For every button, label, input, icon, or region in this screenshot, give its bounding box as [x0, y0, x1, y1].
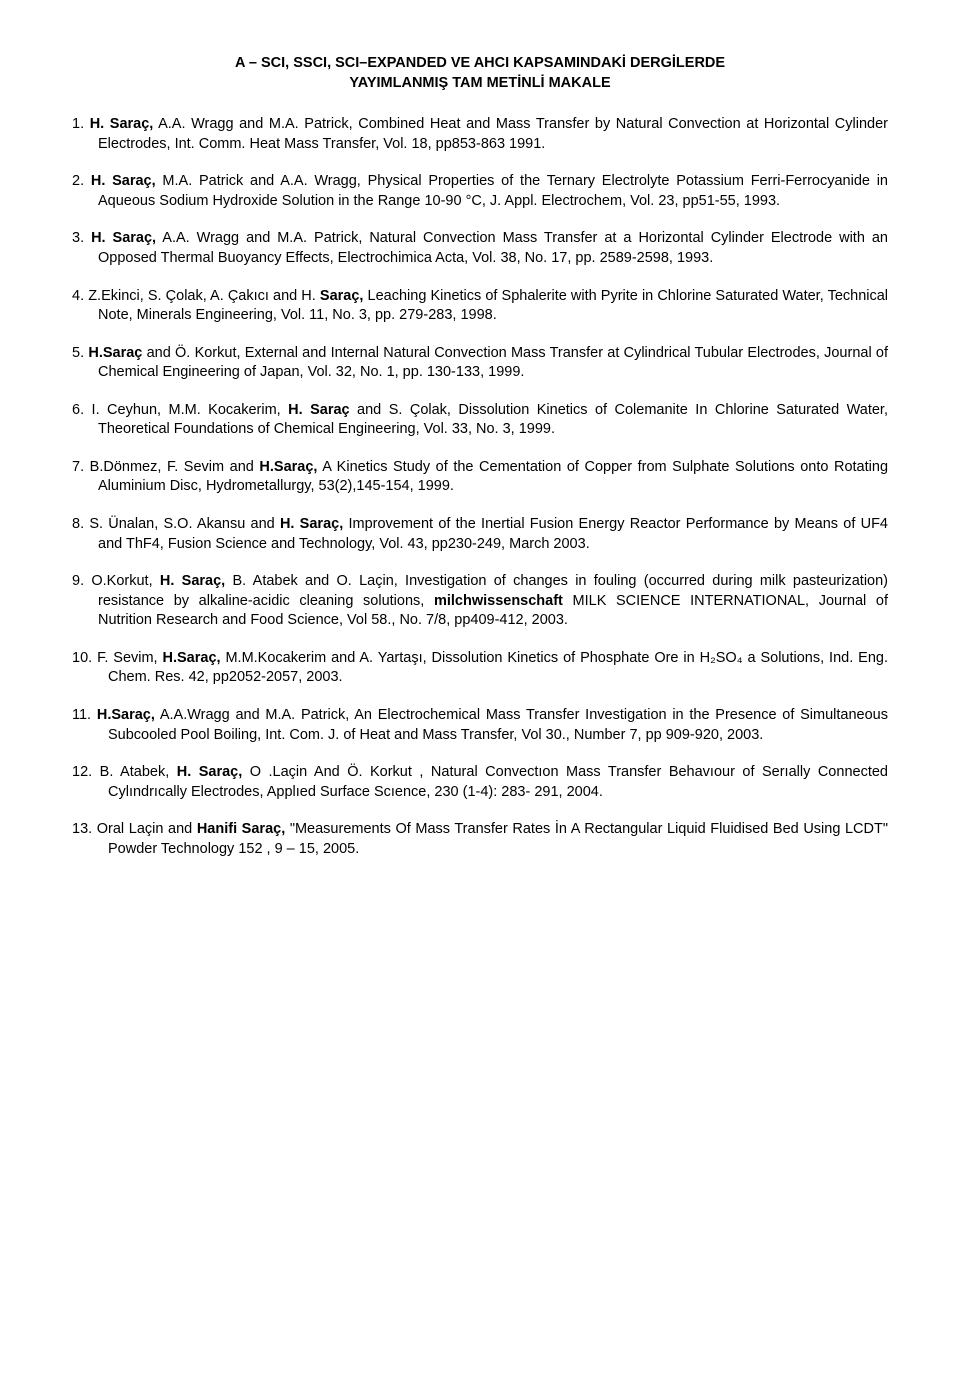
- ref-number: 5.: [72, 345, 88, 361]
- ref-number: 11.: [72, 707, 97, 723]
- ref-author-bold: H. Saraç,: [91, 230, 156, 246]
- ref-number: 2.: [72, 173, 91, 189]
- reference-item: 7. B.Dönmez, F. Sevim and H.Saraç, A Kin…: [72, 458, 888, 497]
- ref-number: 7.: [72, 459, 90, 475]
- reference-item: 4. Z.Ekinci, S. Çolak, A. Çakıcı and H. …: [72, 287, 888, 326]
- ref-text: A.A.Wragg and M.A. Patrick, An Electroch…: [108, 707, 888, 743]
- ref-author-bold: H. Saraç,: [177, 764, 243, 780]
- ref-author-bold: H.Saraç,: [259, 459, 317, 475]
- ref-author-bold: H.Saraç,: [163, 650, 221, 666]
- ref-text: I. Ceyhun, M.M. Kocakerim,: [92, 402, 289, 418]
- reference-item: 3. H. Saraç, A.A. Wragg and M.A. Patrick…: [72, 229, 888, 268]
- ref-text: M.M.Kocakerim and A. Yartaşı, Dissolutio…: [108, 650, 888, 686]
- ref-author-bold: H. Saraç: [288, 402, 349, 418]
- title-line-1: A – SCI, SSCI, SCI–EXPANDED VE AHCI KAPS…: [235, 55, 725, 71]
- ref-number: 6.: [72, 402, 92, 418]
- ref-number: 12.: [72, 764, 100, 780]
- ref-text: A.A. Wragg and M.A. Patrick, Combined He…: [98, 116, 888, 152]
- ref-author-bold: Hanifi Saraç,: [197, 821, 285, 837]
- ref-author-bold: H.Saraç,: [97, 707, 155, 723]
- ref-text: A.A. Wragg and M.A. Patrick, Natural Con…: [98, 230, 888, 266]
- ref-author-bold: H. Saraç,: [280, 516, 343, 532]
- ref-author-bold: H. Saraç,: [160, 573, 225, 589]
- ref-number: 8.: [72, 516, 89, 532]
- reference-item: 13. Oral Laçin and Hanifi Saraç, "Measur…: [72, 820, 888, 859]
- ref-number: 10.: [72, 650, 97, 666]
- title-line-2: YAYIMLANMIŞ TAM METİNLİ MAKALE: [349, 75, 610, 91]
- reference-item: 2. H. Saraç, M.A. Patrick and A.A. Wragg…: [72, 172, 888, 211]
- ref-text: B.Dönmez, F. Sevim and: [90, 459, 260, 475]
- ref-text: B. Atabek,: [100, 764, 177, 780]
- ref-text: F. Sevim,: [97, 650, 162, 666]
- ref-text: S. Ünalan, S.O. Akansu and: [89, 516, 280, 532]
- ref-text: O.Korkut,: [91, 573, 160, 589]
- ref-text: M.A. Patrick and A.A. Wragg, Physical Pr…: [98, 173, 888, 209]
- ref-author-bold: Saraç,: [320, 288, 364, 304]
- reference-item: 6. I. Ceyhun, M.M. Kocakerim, H. Saraç a…: [72, 401, 888, 440]
- reference-item: 12. B. Atabek, H. Saraç, O .Laçin And Ö.…: [72, 763, 888, 802]
- ref-number: 4.: [72, 288, 88, 304]
- reference-item: 5. H.Saraç and Ö. Korkut, External and I…: [72, 344, 888, 383]
- reference-item: 10. F. Sevim, H.Saraç, M.M.Kocakerim and…: [72, 649, 888, 688]
- ref-number: 9.: [72, 573, 91, 589]
- reference-item: 9. O.Korkut, H. Saraç, B. Atabek and O. …: [72, 572, 888, 631]
- ref-text: and Ö. Korkut, External and Internal Nat…: [98, 345, 888, 381]
- page-title: A – SCI, SSCI, SCI–EXPANDED VE AHCI KAPS…: [72, 54, 888, 93]
- reference-item: 8. S. Ünalan, S.O. Akansu and H. Saraç, …: [72, 515, 888, 554]
- ref-number: 13.: [72, 821, 97, 837]
- reference-item: 1. H. Saraç, A.A. Wragg and M.A. Patrick…: [72, 115, 888, 154]
- ref-author-bold: H. Saraç,: [91, 173, 156, 189]
- ref-author-bold: H.Saraç: [88, 345, 142, 361]
- ref-number: 1.: [72, 116, 90, 132]
- ref-bold-2: milchwissenschaft: [434, 593, 563, 609]
- ref-text: Z.Ekinci, S. Çolak, A. Çakıcı and H.: [88, 288, 320, 304]
- reference-list: 1. H. Saraç, A.A. Wragg and M.A. Patrick…: [72, 115, 888, 859]
- ref-text: Oral Laçin and: [97, 821, 197, 837]
- reference-item: 11. H.Saraç, A.A.Wragg and M.A. Patrick,…: [72, 706, 888, 745]
- ref-number: 3.: [72, 230, 91, 246]
- ref-author-bold: H. Saraç,: [90, 116, 154, 132]
